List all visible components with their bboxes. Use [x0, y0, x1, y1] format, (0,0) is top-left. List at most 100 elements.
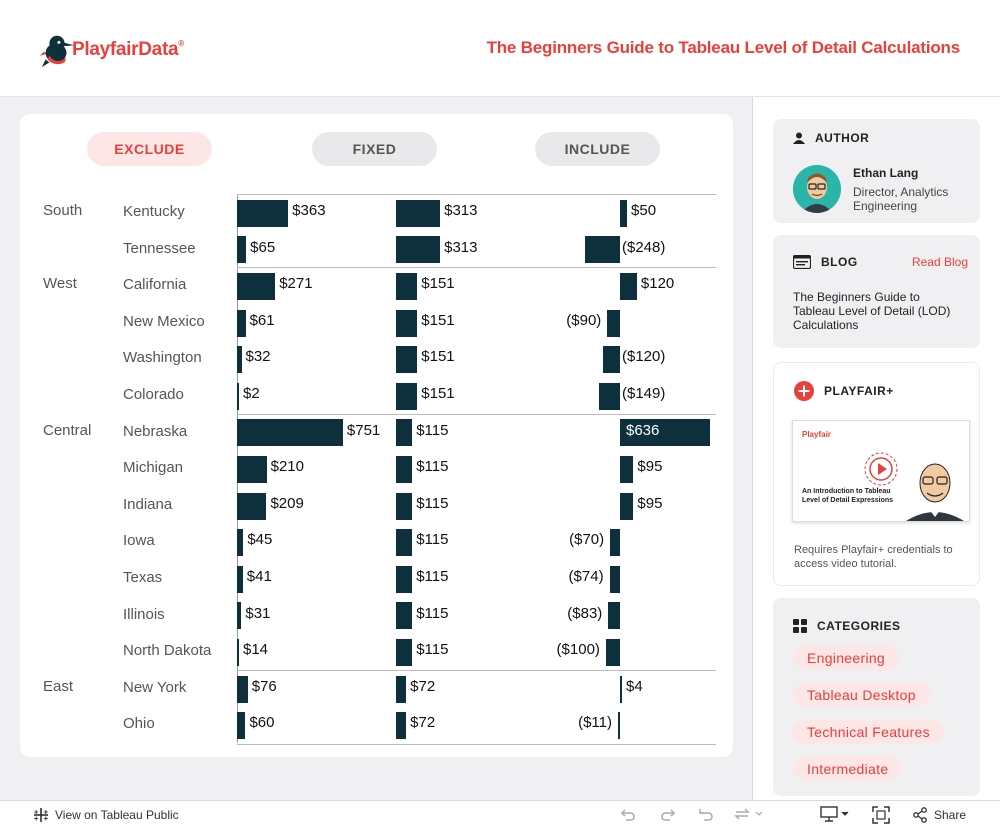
- bar-include[interactable]: [620, 675, 622, 703]
- fixed-toggle-button[interactable]: FIXED: [312, 132, 437, 166]
- state-label: New York: [123, 678, 187, 696]
- value-label-exclude: $209: [270, 494, 304, 512]
- value-label-fixed: $151: [421, 348, 455, 366]
- bar-include[interactable]: [608, 602, 620, 630]
- include-toggle-button[interactable]: INCLUDE: [535, 132, 660, 166]
- refresh-icon[interactable]: [734, 806, 764, 822]
- bar-include[interactable]: [610, 529, 620, 557]
- presentation-icon[interactable]: [820, 806, 852, 822]
- bar-fixed[interactable]: [396, 273, 418, 300]
- undo-icon[interactable]: [620, 806, 636, 822]
- bar-include[interactable]: [585, 236, 620, 264]
- state-label: Tennessee: [123, 239, 196, 257]
- region-separator: [237, 194, 716, 195]
- bar-include[interactable]: [618, 712, 620, 740]
- bar-fixed[interactable]: [396, 346, 418, 374]
- bar-include[interactable]: [609, 565, 620, 593]
- bar-fixed[interactable]: [396, 382, 418, 410]
- bar-include[interactable]: [620, 199, 628, 227]
- value-label-include: $4: [626, 677, 643, 695]
- person-icon: [793, 132, 805, 144]
- thumb-title: An Introduction to Tableau Level of Deta…: [802, 488, 894, 504]
- value-label-exclude: $271: [279, 275, 313, 293]
- bar-exclude[interactable]: [237, 346, 242, 374]
- bar-fixed[interactable]: [396, 712, 407, 740]
- bar-exclude[interactable]: [237, 602, 242, 630]
- region-separator: [237, 413, 716, 415]
- value-label-fixed: $313: [444, 238, 478, 256]
- revert-icon[interactable]: [698, 806, 714, 822]
- tag-intermediate[interactable]: Intermediate: [793, 756, 903, 781]
- value-label-exclude: $363: [292, 202, 326, 219]
- value-label-fixed: $115: [416, 421, 449, 439]
- bar-exclude[interactable]: [237, 419, 343, 447]
- blog-heading: BLOG: [793, 255, 858, 269]
- bar-fixed[interactable]: [396, 456, 413, 483]
- bar-fixed[interactable]: [396, 675, 407, 703]
- bar-exclude[interactable]: [237, 199, 289, 227]
- value-label-exclude: $2: [243, 385, 260, 402]
- video-thumbnail[interactable]: Playfair An Introduction to Tableau Leve…: [792, 420, 970, 522]
- bar-include[interactable]: [603, 346, 620, 374]
- categories-card: CATEGORIES Engineering Tableau Desktop T…: [773, 598, 980, 796]
- blog-title: The Beginners Guide to Tableau Level of …: [793, 290, 951, 332]
- state-label: Michigan: [123, 459, 184, 477]
- bar-exclude[interactable]: [237, 492, 267, 520]
- bar-include[interactable]: [620, 419, 710, 447]
- bar-include[interactable]: [598, 382, 620, 410]
- sidebar: AUTHOR Ethan Lang Director, Analytics En…: [753, 97, 1000, 800]
- tag-engineering[interactable]: Engineering: [793, 645, 900, 670]
- exclude-toggle-button[interactable]: EXCLUDE: [87, 132, 212, 166]
- bar-fixed[interactable]: [396, 492, 413, 520]
- region-label: East: [43, 677, 74, 695]
- bar-fixed[interactable]: [396, 529, 413, 557]
- bar-fixed[interactable]: [396, 419, 413, 447]
- bar-exclude[interactable]: [237, 382, 239, 410]
- value-label-include: ($90): [566, 311, 602, 329]
- bar-include[interactable]: [620, 492, 634, 520]
- value-label-exclude: $31: [245, 604, 271, 622]
- bar-fixed[interactable]: [396, 309, 418, 337]
- bar-fixed[interactable]: [396, 602, 413, 630]
- redo-icon[interactable]: [660, 806, 676, 822]
- value-label-exclude: $61: [249, 311, 275, 329]
- value-label-include: $636: [626, 421, 660, 439]
- bar-exclude[interactable]: [237, 236, 247, 264]
- bar-include[interactable]: [607, 309, 620, 337]
- bar-include[interactable]: [605, 639, 620, 666]
- bar-exclude[interactable]: [237, 565, 243, 593]
- bar-exclude[interactable]: [237, 529, 244, 557]
- avatar-illustration-icon: [793, 165, 841, 213]
- tag-technical-features[interactable]: Technical Features: [793, 719, 944, 744]
- bar-fixed[interactable]: [396, 236, 441, 264]
- read-blog-link[interactable]: Read Blog: [911, 255, 968, 269]
- categories-heading: CATEGORIES: [793, 619, 900, 633]
- value-label-exclude: $32: [245, 348, 271, 366]
- playfair-logo[interactable]: PlayfairData®: [38, 30, 184, 70]
- value-label-fixed: $115: [416, 568, 449, 585]
- bar-exclude[interactable]: [237, 273, 276, 300]
- region-label: South: [43, 202, 83, 219]
- bar-exclude[interactable]: [237, 712, 246, 740]
- bar-fixed[interactable]: [396, 565, 413, 593]
- share-button[interactable]: Share: [912, 807, 966, 823]
- bar-exclude[interactable]: [237, 639, 239, 666]
- bar-include[interactable]: [620, 273, 637, 300]
- bar-exclude[interactable]: [237, 456, 267, 483]
- play-button-icon[interactable]: [863, 451, 899, 487]
- value-label-include: ($149): [622, 385, 666, 402]
- value-label-fixed: $72: [410, 714, 436, 732]
- view-on-tableau-public-link[interactable]: View on Tableau Public: [33, 807, 179, 823]
- bar-fixed[interactable]: [396, 199, 441, 227]
- fullscreen-icon[interactable]: [872, 806, 890, 824]
- bar-exclude[interactable]: [237, 309, 246, 337]
- bar-fixed[interactable]: [396, 639, 413, 666]
- bar-exclude[interactable]: [237, 675, 248, 703]
- author-card: AUTHOR Ethan Lang Director, Analytics En…: [773, 119, 980, 223]
- chart-bottom-line: [237, 744, 716, 745]
- state-label: New Mexico: [123, 312, 205, 330]
- bar-include[interactable]: [620, 456, 634, 483]
- tag-tableau-desktop[interactable]: Tableau Desktop: [793, 682, 930, 707]
- video-note: Requires Playfair+ credentials to access…: [794, 544, 953, 570]
- presenter-illustration-icon: [906, 463, 964, 521]
